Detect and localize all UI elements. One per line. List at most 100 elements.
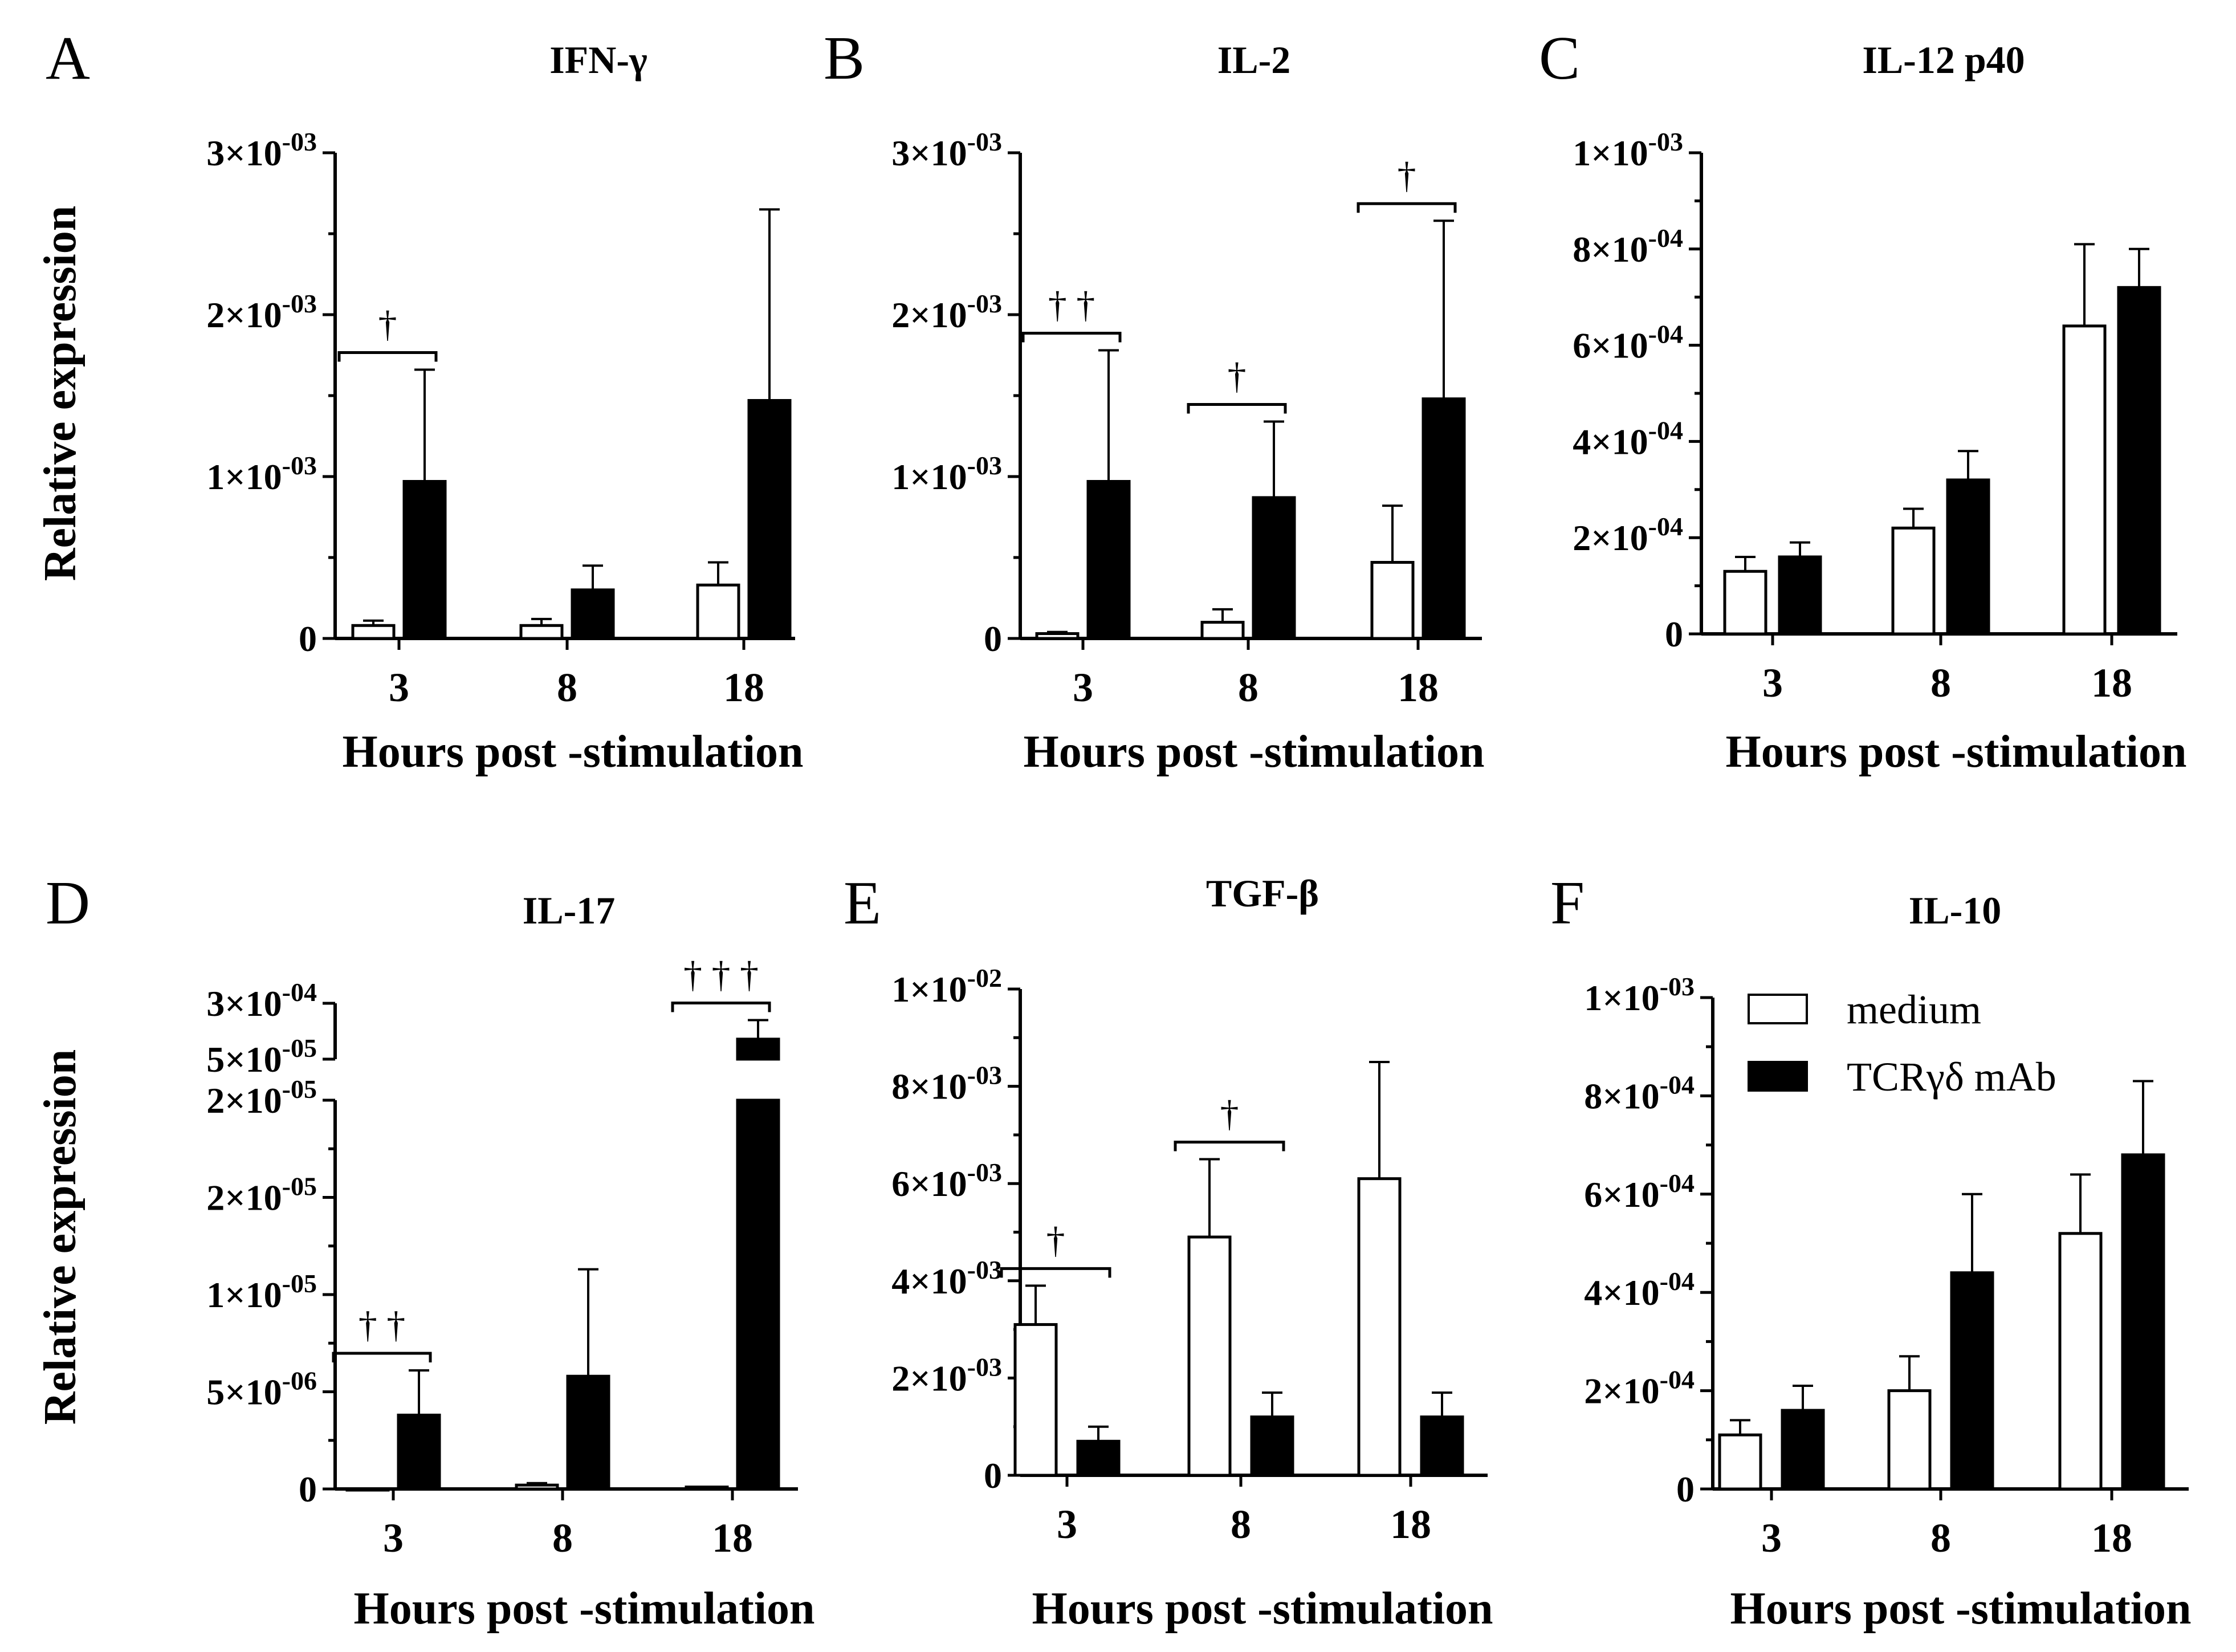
x-tick-label-a: 8 (557, 665, 577, 710)
legend-swatch-medium (1748, 994, 1808, 1024)
x-tick-label-b: 3 (1073, 665, 1093, 710)
y-tick-label-c: 1×10-03 (1573, 127, 1683, 173)
bar-medium-b (1370, 561, 1415, 640)
significance-label-d: † † (359, 1304, 406, 1346)
x-axis-label-c: Hours post -stimulation (1726, 727, 2187, 777)
bar-tcr-c (2117, 286, 2161, 636)
y-tick-label-a: 1×10-03 (206, 451, 317, 497)
x-axis-label-a: Hours post -stimulation (343, 727, 804, 777)
y-tick-label-f: 4×10-04 (1584, 1267, 1695, 1313)
bar-medium-d (685, 1486, 729, 1491)
chart-panel-a: 0 1×10-03 2×10-03 3×10-03 3 8 18 † (206, 127, 795, 710)
bar-tcr-c (1946, 478, 1990, 636)
legend-swatch-tcr (1748, 1061, 1808, 1092)
y-tick-label-d: 5×10-06 (206, 1366, 317, 1413)
bar-tcr-e (1250, 1415, 1294, 1477)
bar-medium-e (1357, 1177, 1402, 1477)
x-tick-label-a: 18 (723, 665, 764, 710)
x-tick-label-c: 18 (2091, 660, 2132, 706)
bar-medium-c (1723, 569, 1767, 636)
panel-title-b: IL-2 (1217, 38, 1290, 82)
bar-medium-d (345, 1487, 390, 1492)
x-axis-label-f: Hours post -stimulation (1730, 1584, 2192, 1634)
bar-tcr-e (1076, 1439, 1121, 1477)
significance-label-b: † (1398, 154, 1416, 196)
x-tick-label-b: 18 (1398, 665, 1439, 710)
bar-medium-f (2058, 1232, 2103, 1491)
significance-label-a: † (378, 304, 397, 345)
significance-label-d: † † † (683, 954, 759, 995)
significance-bracket-b (1021, 331, 1122, 343)
bar-tcr-a (571, 588, 615, 640)
y-tick-label-e: 1×10-02 (891, 963, 1002, 1010)
y-tick-label-f: 2×10-04 (1584, 1365, 1695, 1411)
panel-letter-e: E (844, 869, 881, 937)
y-tick-label-d: 0 (299, 1469, 317, 1509)
panel-title-e: TGF-β (1206, 872, 1319, 915)
bar-tcr-d-lower (736, 1098, 780, 1491)
chart-panel-e: 0 2×10-03 4×10-03 6×10-03 8×10-03 1×10-02 3 8 18… (891, 963, 1488, 1547)
bar-tcr-d (397, 1413, 441, 1491)
panel-title-c: IL-12 p40 (1862, 38, 2025, 82)
x-axis-label-d: Hours post -stimulation (354, 1584, 815, 1634)
bar-tcr-a (402, 480, 447, 640)
y-tick-label-c: 2×10-04 (1573, 512, 1683, 558)
x-tick-label-c: 3 (1762, 660, 1783, 706)
y-tick-label-d: 2×10-05 (206, 1172, 317, 1218)
y-tick-label-c: 8×10-04 (1573, 223, 1683, 270)
y-tick-label-c: 4×10-04 (1573, 416, 1683, 462)
y-tick-label-f: 1×10-03 (1584, 972, 1695, 1018)
x-tick-label-f: 18 (2091, 1515, 2132, 1561)
bar-tcr-a (747, 399, 792, 640)
bar-tcr-b (1086, 480, 1131, 640)
y-tick-label-d: 1×10-05 (206, 1269, 317, 1315)
bar-medium-c (2062, 324, 2107, 636)
legend-label-medium: medium (1847, 987, 1981, 1032)
bar-medium-e (1013, 1323, 1058, 1477)
panel-title-f: IL-10 (1909, 889, 2001, 932)
charts-layer: 0 1×10-03 2×10-03 3×10-03 3 8 18 † 0 1×10-03 2×10-… (206, 127, 2189, 1561)
x-tick-label-b: 8 (1238, 665, 1258, 710)
y-tick-label-a: 3×10-03 (206, 127, 317, 173)
bar-medium-a (351, 624, 396, 640)
chart-panel-d: 05×10-061×10-052×10-052×10-055×10-053×10… (206, 954, 798, 1561)
bar-tcr-f (2121, 1153, 2165, 1491)
y-tick-label-c: 0 (1665, 614, 1683, 654)
panel-letter-a: A (46, 25, 90, 92)
chart-panel-b: 0 1×10-03 2×10-03 3×10-03 3 8 18 † † † † (891, 127, 1482, 710)
bar-medium-c (1891, 526, 1936, 636)
x-tick-label-a: 3 (389, 665, 409, 710)
bar-tcr-b (1252, 496, 1296, 640)
significance-bracket-d (332, 1352, 432, 1362)
x-tick-label-c: 8 (1930, 660, 1951, 706)
chart-panel-c: 0 2×10-04 4×10-04 6×10-04 8×10-04 1×10-03 3 8 18 (1573, 127, 2177, 706)
bar-medium-b (1035, 632, 1080, 640)
significance-bracket-b (1187, 402, 1287, 414)
y-tick-label-e: 6×10-03 (891, 1158, 1002, 1204)
bar-tcr-f (1781, 1409, 1825, 1491)
panel-title-a: IFN-γ (549, 38, 647, 82)
legend: medium TCRγδ mAb (1748, 987, 2056, 1100)
bar-medium-b (1200, 621, 1245, 640)
y-tick-label-f: 0 (1676, 1469, 1695, 1509)
y-tick-label-b: 0 (984, 619, 1002, 659)
y-axis-label-top: Relative expression (35, 206, 85, 581)
significance-bracket-a (337, 351, 438, 362)
bar-tcr-b (1422, 397, 1466, 640)
y-tick-label-e: 4×10-03 (891, 1255, 1002, 1301)
x-tick-label-d: 18 (712, 1515, 753, 1561)
y-tick-label-f: 8×10-04 (1584, 1070, 1695, 1116)
significance-label-e: † (1046, 1219, 1065, 1261)
significance-label-b: † (1228, 355, 1247, 397)
y-tick-label-b: 2×10-03 (891, 289, 1002, 335)
y-tick-label-b: 3×10-03 (891, 127, 1002, 173)
significance-bracket-b (1357, 202, 1457, 213)
y-tick-label-a: 2×10-03 (206, 289, 317, 335)
panel-letter-b: B (824, 25, 865, 92)
y-tick-label-f: 6×10-04 (1584, 1169, 1695, 1215)
panel-title-d: IL-17 (523, 889, 615, 932)
y-tick-label-d-upper: 3×10-04 (206, 978, 317, 1024)
x-axis-label-b: Hours post -stimulation (1024, 727, 1485, 777)
bar-tcr-d-upper (736, 1037, 780, 1061)
